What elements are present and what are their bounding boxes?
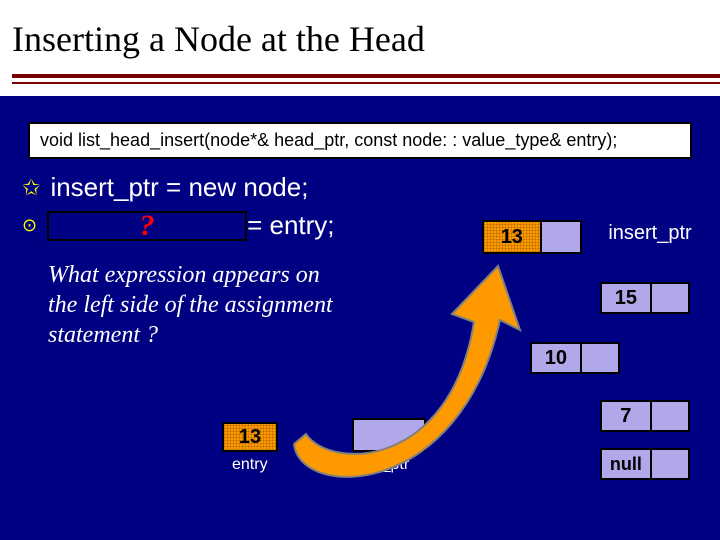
insert-ptr-label: insert_ptr — [600, 222, 700, 245]
new-node: 13 — [482, 220, 582, 254]
list-node-1-value: 15 — [602, 284, 652, 312]
title-rules — [0, 70, 720, 96]
entry-box: 13 — [222, 422, 278, 452]
head-ptr-cell — [354, 420, 424, 450]
list-node-1: 15 — [600, 282, 690, 314]
list-node-1-link — [652, 284, 688, 312]
list-node-3: 7 — [600, 400, 690, 432]
list-node-4-value: null — [602, 450, 652, 478]
page-title: Inserting a Node at the Head — [0, 0, 720, 70]
bullet-2-suffix: = entry; — [247, 210, 334, 241]
dot-icon: ⊙ — [22, 215, 37, 236]
bullet-1-text: insert_ptr = new node; — [50, 172, 308, 203]
head-ptr-box — [352, 418, 426, 452]
head-ptr-label: head_ptr — [346, 456, 409, 474]
list-node-2-value: 10 — [532, 344, 582, 372]
new-node-value: 13 — [484, 222, 542, 252]
list-node-2: 10 — [530, 342, 620, 374]
star-icon: ✩ — [22, 175, 40, 201]
code-signature-box: void list_head_insert(node*& head_ptr, c… — [28, 122, 692, 159]
new-node-link — [542, 222, 580, 252]
question-text: What expression appears on the left side… — [48, 260, 348, 350]
list-node-2-link — [582, 344, 618, 372]
entry-label: entry — [232, 456, 268, 474]
question-mark: ? — [49, 209, 245, 243]
list-node-3-value: 7 — [602, 402, 652, 430]
entry-value: 13 — [224, 424, 276, 450]
bullet-line-2: ⊙ ? = entry; — [22, 210, 335, 241]
fill-in-blank: ? — [47, 211, 247, 241]
list-node-4: null — [600, 448, 690, 480]
list-node-4-link — [652, 450, 688, 478]
bullet-line-1: ✩ insert_ptr = new node; — [22, 172, 308, 203]
list-node-3-link — [652, 402, 688, 430]
